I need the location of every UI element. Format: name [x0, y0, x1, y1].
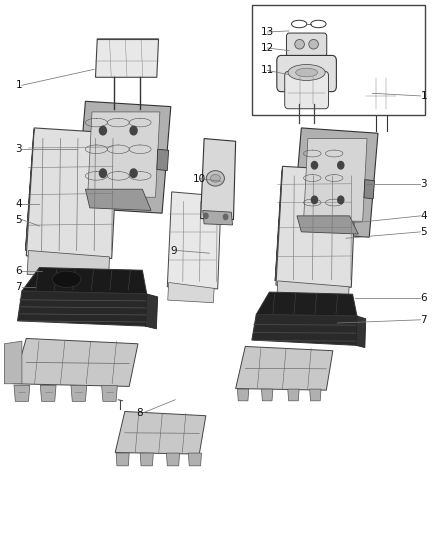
Polygon shape	[85, 189, 151, 211]
FancyBboxPatch shape	[285, 71, 328, 109]
Text: 6: 6	[15, 266, 22, 276]
Polygon shape	[364, 180, 374, 199]
Ellipse shape	[288, 64, 325, 80]
Ellipse shape	[311, 20, 326, 28]
Polygon shape	[22, 268, 147, 294]
Polygon shape	[166, 453, 180, 466]
Text: 1: 1	[15, 80, 22, 90]
Polygon shape	[201, 139, 236, 220]
Polygon shape	[188, 453, 201, 466]
Polygon shape	[26, 128, 118, 259]
Polygon shape	[167, 192, 221, 289]
Text: 5: 5	[15, 215, 22, 224]
Polygon shape	[261, 389, 273, 401]
Ellipse shape	[206, 171, 224, 186]
Ellipse shape	[296, 68, 318, 77]
Polygon shape	[236, 346, 333, 390]
Polygon shape	[40, 385, 56, 401]
Polygon shape	[27, 251, 110, 277]
Circle shape	[338, 196, 344, 204]
Polygon shape	[88, 112, 160, 197]
Polygon shape	[140, 453, 153, 466]
FancyBboxPatch shape	[362, 74, 400, 114]
Text: 10: 10	[193, 174, 206, 183]
Polygon shape	[13, 338, 138, 386]
Circle shape	[311, 196, 318, 204]
Ellipse shape	[210, 174, 220, 182]
Polygon shape	[356, 316, 366, 348]
Polygon shape	[256, 292, 357, 316]
Text: 3: 3	[420, 179, 427, 189]
Ellipse shape	[309, 39, 318, 49]
Polygon shape	[18, 291, 147, 326]
Polygon shape	[116, 453, 129, 466]
Polygon shape	[115, 411, 206, 454]
Polygon shape	[157, 149, 169, 171]
Polygon shape	[25, 129, 34, 251]
Circle shape	[204, 213, 208, 219]
Polygon shape	[14, 385, 30, 401]
Text: 6: 6	[420, 294, 427, 303]
Bar	[252, 5, 425, 115]
Circle shape	[223, 214, 228, 220]
Text: 5: 5	[420, 227, 427, 237]
Text: 7: 7	[15, 282, 22, 292]
Polygon shape	[102, 385, 117, 401]
Polygon shape	[288, 389, 299, 401]
Text: 7: 7	[420, 315, 427, 325]
Text: 8: 8	[136, 408, 142, 418]
Text: 3: 3	[15, 144, 22, 154]
Circle shape	[338, 161, 344, 169]
Polygon shape	[277, 281, 349, 304]
Polygon shape	[168, 282, 214, 303]
Polygon shape	[276, 166, 356, 287]
Circle shape	[99, 169, 106, 177]
FancyBboxPatch shape	[277, 55, 336, 92]
Polygon shape	[203, 211, 233, 225]
Ellipse shape	[53, 271, 81, 287]
Text: 12: 12	[261, 43, 274, 53]
Polygon shape	[297, 216, 358, 234]
Ellipse shape	[295, 39, 304, 49]
Circle shape	[130, 169, 137, 177]
Circle shape	[99, 126, 106, 135]
Polygon shape	[237, 389, 249, 401]
Polygon shape	[95, 39, 159, 77]
Polygon shape	[145, 294, 158, 329]
Text: 4: 4	[420, 211, 427, 221]
Polygon shape	[4, 341, 22, 384]
Polygon shape	[304, 139, 367, 221]
Text: 11: 11	[261, 66, 274, 75]
Polygon shape	[275, 167, 283, 281]
Circle shape	[311, 161, 318, 169]
Text: 1: 1	[420, 91, 427, 101]
Text: 4: 4	[15, 199, 22, 208]
Text: 13: 13	[261, 27, 274, 37]
Circle shape	[130, 126, 137, 135]
Text: 9: 9	[171, 246, 177, 255]
Polygon shape	[77, 101, 171, 213]
Polygon shape	[252, 314, 357, 345]
Polygon shape	[310, 389, 321, 401]
Ellipse shape	[291, 20, 307, 28]
Polygon shape	[71, 385, 87, 401]
FancyBboxPatch shape	[286, 33, 327, 56]
Polygon shape	[293, 128, 378, 237]
